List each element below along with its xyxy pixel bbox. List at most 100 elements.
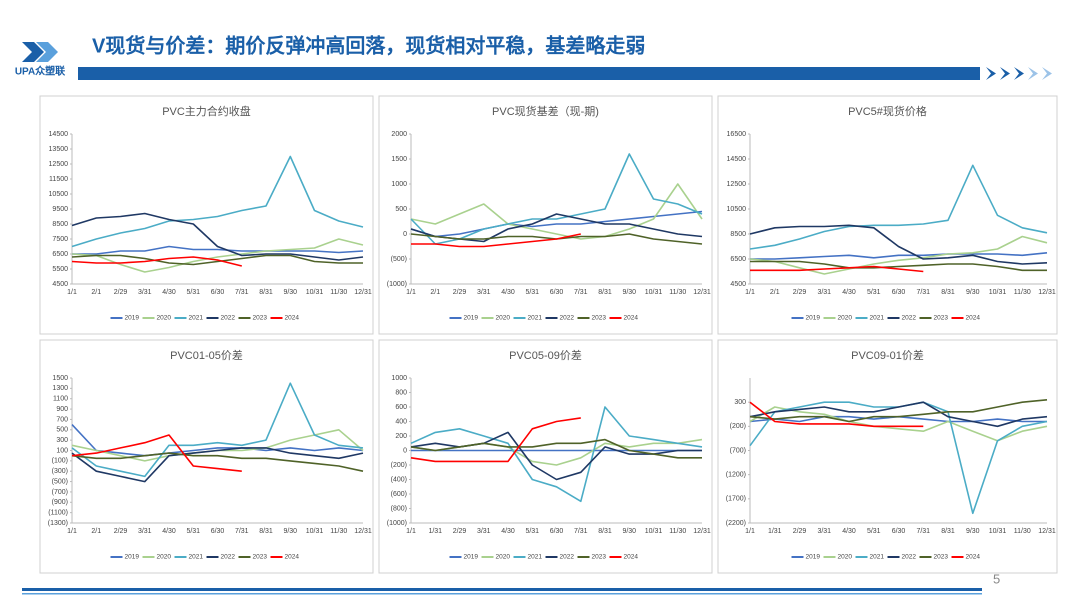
y-tick-label: (1000) — [387, 520, 407, 527]
x-tick-label: 10/31 — [306, 289, 324, 296]
x-tick-label: 4/30 — [501, 528, 515, 535]
series-line — [71, 238, 364, 273]
chart-panel: PVC主力合约收盘 4500 5500 6500 7500 8500 9500 10500 11… — [39, 95, 374, 335]
series-line — [71, 256, 242, 267]
x-tick-label: 11/30 — [1014, 528, 1031, 535]
y-tick-label: 700 — [56, 416, 68, 423]
x-tick-label: 9/30 — [622, 289, 636, 296]
legend-label: 2023 — [934, 554, 949, 561]
y-tick-label: (1000) — [387, 281, 407, 288]
x-tick-label: 8/31 — [259, 528, 273, 535]
logo-text: UPA众塑联 — [15, 65, 65, 78]
x-tick-label: 2/1 — [430, 289, 440, 296]
panel-frame — [378, 339, 713, 574]
x-tick-label: 7/31 — [235, 289, 249, 296]
x-tick-label: 11/30 — [669, 528, 686, 535]
legend-label: 2023 — [592, 315, 607, 322]
x-tick-label: 10/31 — [989, 289, 1007, 296]
y-tick-label: (200) — [730, 423, 746, 430]
x-tick-label: 5/31 — [186, 289, 200, 296]
y-tick-label: 0 — [403, 447, 407, 454]
y-tick-label: 1000 — [391, 181, 407, 188]
x-tick-label: 7/31 — [574, 289, 588, 296]
y-tick-label: (1100) — [48, 509, 68, 516]
legend-label: 2024 — [624, 315, 639, 322]
footer-line — [22, 588, 982, 591]
x-tick-label: 2/29 — [793, 528, 807, 535]
chart-title: PVC09-01价差 — [851, 348, 924, 362]
legend-label: 2024 — [285, 315, 300, 322]
series-line — [71, 155, 364, 248]
chart-title: PVC现货基差（现-期) — [492, 104, 599, 118]
x-tick-label: 5/31 — [525, 289, 539, 296]
series-line — [71, 212, 364, 261]
legend-label: 2022 — [902, 315, 917, 322]
series-line — [749, 224, 1048, 265]
series-line — [749, 235, 1048, 275]
legend-label: 2020 — [157, 554, 172, 561]
chart-panel: PVC现货基差（现-期) (1000) (500) 0 500 1000 1500 2000 1… — [378, 95, 713, 335]
x-tick-label: 12/31 — [693, 528, 711, 535]
x-tick-label: 8/31 — [941, 528, 955, 535]
y-tick-label: 12500 — [727, 181, 747, 188]
y-tick-label: 14500 — [727, 156, 747, 163]
legend-label: 2023 — [934, 315, 949, 322]
x-tick-label: 1/1 — [406, 528, 416, 535]
y-tick-label: 4500 — [52, 281, 68, 288]
legend-label: 2021 — [189, 315, 204, 322]
x-tick-label: 5/31 — [186, 528, 200, 535]
x-tick-label: 2/1 — [770, 289, 780, 296]
y-tick-label: 10500 — [49, 191, 69, 198]
series-line — [71, 434, 242, 472]
series-line — [72, 245, 364, 255]
legend-label: 2023 — [592, 554, 607, 561]
x-tick-label: 3/31 — [817, 528, 831, 535]
legend-label: 2024 — [966, 315, 981, 322]
y-tick-label: (700) — [52, 489, 68, 496]
x-tick-label: 4/30 — [162, 528, 176, 535]
y-tick-label: (1200) — [726, 472, 746, 479]
y-tick-label: (800) — [391, 505, 407, 512]
y-tick-label: (1700) — [726, 496, 746, 503]
series-line — [411, 233, 581, 248]
y-tick-label: 9500 — [52, 206, 68, 213]
series-line — [749, 164, 1048, 250]
x-tick-label: 1/1 — [67, 289, 77, 296]
y-tick-label: 500 — [56, 427, 68, 434]
y-tick-label: 16500 — [727, 131, 747, 138]
legend-label: 2022 — [221, 554, 236, 561]
x-tick-label: 1/1 — [745, 289, 755, 296]
y-tick-label: 14500 — [49, 131, 69, 138]
y-tick-label: 800 — [395, 389, 407, 396]
legend-label: 2022 — [560, 315, 575, 322]
series-line — [71, 424, 364, 457]
series-line — [410, 438, 702, 459]
y-tick-label: 1500 — [52, 375, 68, 382]
x-tick-label: 1/31 — [428, 528, 442, 535]
legend-label: 2024 — [966, 554, 981, 561]
panel-frame — [717, 95, 1058, 335]
y-tick-label: 5500 — [52, 266, 68, 273]
x-tick-label: 4/30 — [501, 289, 515, 296]
y-tick-label: 6500 — [52, 251, 68, 258]
y-tick-label: (2200) — [726, 520, 746, 527]
legend-label: 2020 — [157, 315, 172, 322]
legend-label: 2023 — [253, 554, 268, 561]
y-tick-label: 8500 — [730, 231, 746, 238]
x-tick-label: 5/31 — [867, 528, 881, 535]
y-tick-label: 1500 — [391, 156, 407, 163]
legend-label: 2022 — [902, 554, 917, 561]
x-tick-label: 8/31 — [598, 289, 612, 296]
series-line — [750, 265, 924, 273]
x-tick-label: 11/30 — [669, 289, 686, 296]
chart-title: PVC主力合约收盘 — [162, 104, 251, 118]
y-tick-label: 100 — [56, 447, 68, 454]
x-tick-label: 1/1 — [406, 289, 416, 296]
y-tick-label: 200 — [395, 433, 407, 440]
x-tick-label: 12/31 — [354, 289, 372, 296]
y-tick-label: (1300) — [48, 520, 68, 527]
series-line — [749, 399, 1048, 423]
y-tick-label: (700) — [730, 447, 746, 454]
y-tick-label: 6500 — [730, 256, 746, 263]
